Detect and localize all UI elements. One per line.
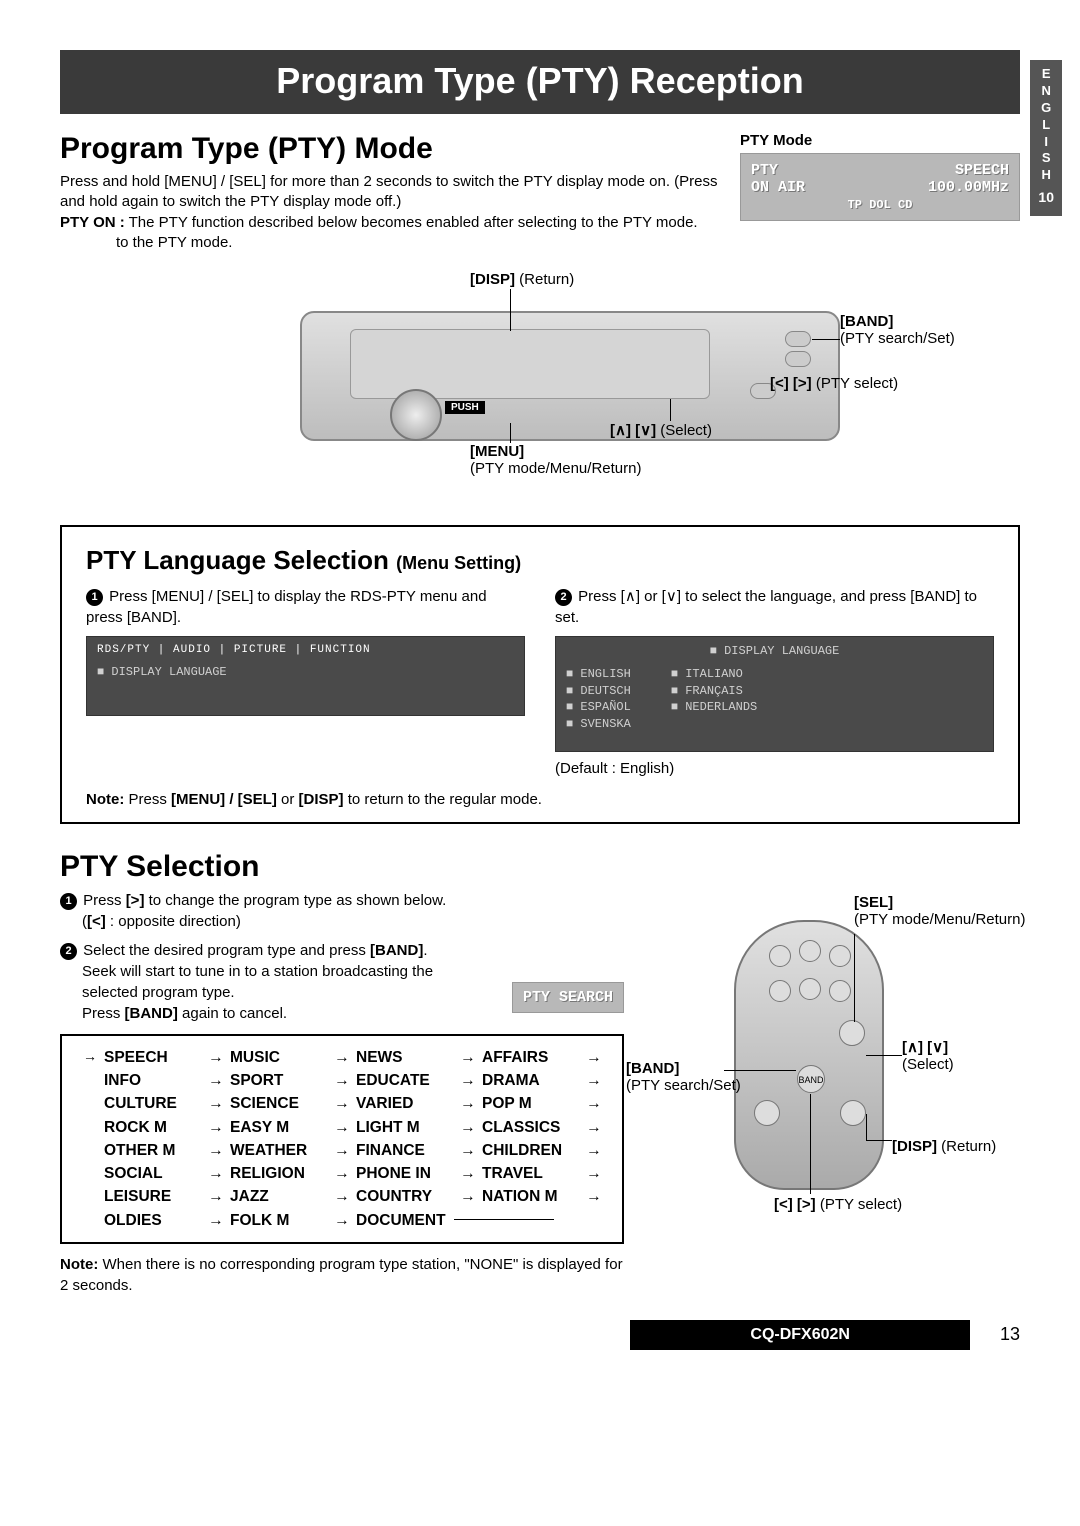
stereo-knob — [390, 389, 442, 441]
lang-sel-heading: PTY Language Selection (Menu Setting) — [86, 545, 994, 576]
step-badge-2: 2 — [555, 589, 572, 606]
step-badge-1: 1 — [86, 589, 103, 606]
callout-menu: [MENU](PTY mode/Menu/Return) — [470, 443, 641, 477]
language-selection-box: PTY Language Selection (Menu Setting) 1 … — [60, 525, 1020, 824]
callout-remote-disp: [DISP] (Return) — [892, 1138, 996, 1155]
callout-lr: [<] [>] (PTY select) — [770, 375, 898, 392]
callout-remote-band: [BAND](PTY search/Set) — [626, 1060, 741, 1094]
pty-sel-step1: 1 Press [>] to change the program type a… — [60, 890, 624, 932]
pty-mode-lcd-label: PTY Mode — [740, 132, 1020, 149]
pty-sel-note: Note: When there is no corresponding pro… — [60, 1254, 624, 1296]
remote-btn-3 — [829, 945, 851, 967]
pty-search-badge: PTY SEARCH — [512, 982, 624, 1013]
lang-step-2: 2 Press [∧] or [∨] to select the languag… — [555, 586, 994, 779]
footer-page-number: 13 — [1000, 1324, 1020, 1345]
pty-mode-heading: Program Type (PTY) Mode — [60, 132, 720, 166]
lang-note: Note: Press [MENU] / [SEL] or [DISP] to … — [86, 791, 994, 808]
callout-remote-lr: [<] [>] (PTY select) — [774, 1196, 902, 1213]
push-label: PUSH — [445, 401, 485, 414]
language-tab: ENGLISH 10 — [1030, 60, 1062, 216]
pty-mode-p2b: to the PTY mode. — [116, 233, 720, 253]
callout-remote-sel: [SEL](PTY mode/Menu/Return) — [854, 894, 1025, 928]
remote-btn-4 — [769, 980, 791, 1002]
remote-sel-btn — [839, 1020, 865, 1046]
pty-sel-step2: 2 Select the desired program type and pr… — [60, 940, 624, 1024]
tab-language: ENGLISH — [1038, 66, 1054, 184]
pty-type-table: →SPEECH→MUSIC→NEWS→AFFAIRS→ INFO→SPORT→E… — [60, 1034, 624, 1244]
stereo-band-btn — [785, 331, 811, 347]
pty-mode-p2: PTY ON : The PTY function described belo… — [60, 213, 720, 233]
pty-mode-p1: Press and hold [MENU] / [SEL] for more t… — [60, 172, 720, 213]
display-panel-1: RDS/PTY | AUDIO | PICTURE | FUNCTION ■ D… — [86, 636, 525, 716]
pty-mode-lcd: PTYSPEECH ON AIR100.00MHz TP DOL CD — [740, 153, 1020, 221]
footer-model: CQ-DFX602N — [630, 1320, 970, 1350]
lang-step-1: 1 Press [MENU] / [SEL] to display the RD… — [86, 586, 525, 779]
remote-diagram: BAND [SEL](PTY mode/Menu/Return) [∧] [∨]… — [654, 890, 1020, 1210]
remote-btn-2 — [799, 940, 821, 962]
remote-disp-btn — [840, 1100, 866, 1126]
display-panel-2: ■ DISPLAY LANGUAGE ■ ENGLISH ■ DEUTSCH ■… — [555, 636, 994, 752]
remote-btn-5 — [799, 978, 821, 1000]
remote-btn-6 — [829, 980, 851, 1002]
stereo-screen — [350, 329, 710, 399]
callout-band: [BAND](PTY search/Set) — [840, 313, 955, 347]
stereo-diagram: [DISP] (Return) [BAND](PTY search/Set) [… — [60, 271, 1020, 501]
callout-disp: [DISP] (Return) — [470, 271, 574, 288]
callout-ud: [∧] [∨] (Select) — [610, 421, 712, 439]
remote-mute-btn — [754, 1100, 780, 1126]
stereo-lr-btn — [785, 351, 811, 367]
pty-mode-body: Press and hold [MENU] / [SEL] for more t… — [60, 172, 720, 253]
page-footer: CQ-DFX602N 13 — [60, 1320, 1020, 1350]
page-title-bar: Program Type (PTY) Reception — [60, 50, 1020, 114]
default-note: (Default : English) — [555, 758, 994, 779]
pty-selection-heading: PTY Selection — [60, 850, 1020, 884]
remote-btn-1 — [769, 945, 791, 967]
remote-band-btn: BAND — [797, 1065, 825, 1093]
callout-remote-ud: [∧] [∨](Select) — [902, 1038, 954, 1073]
tab-page-ref: 10 — [1038, 188, 1054, 206]
